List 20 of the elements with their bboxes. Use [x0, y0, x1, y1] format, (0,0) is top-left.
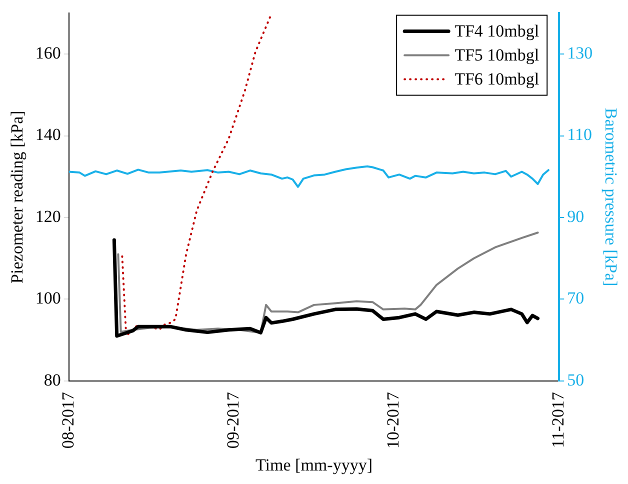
x-tick-label: 09-2017 — [224, 391, 243, 449]
y2-tick-label: 90 — [567, 206, 584, 226]
x-tick-label: 10-2017 — [383, 391, 402, 449]
y-tick-label: 160 — [35, 44, 61, 63]
y2-axis-title: Barometric pressure [kPa] — [601, 108, 620, 286]
legend-label: TF5 10mbgl — [454, 46, 540, 65]
legend-label: TF6 10mbgl — [454, 70, 540, 89]
y-tick-label: 120 — [35, 206, 61, 226]
y-tick-label: 140 — [35, 125, 61, 144]
x-axis-title: Time [mm-yyyy] — [256, 455, 372, 474]
y-tick-label: 80 — [44, 370, 61, 390]
y-axis-title: Piezometer reading [kPa] — [8, 110, 27, 284]
x-tick-label: 08-2017 — [58, 391, 78, 449]
y2-tick-label: 70 — [567, 288, 584, 308]
legend-label: TF4 10mbgl — [454, 22, 540, 41]
y-tick-label: 100 — [35, 288, 61, 308]
y2-tick-label: 50 — [567, 370, 584, 390]
y2-tick-label: 130 — [567, 44, 593, 63]
x-tick-label: 11-2017 — [548, 391, 568, 448]
y2-tick-label: 110 — [567, 125, 592, 144]
